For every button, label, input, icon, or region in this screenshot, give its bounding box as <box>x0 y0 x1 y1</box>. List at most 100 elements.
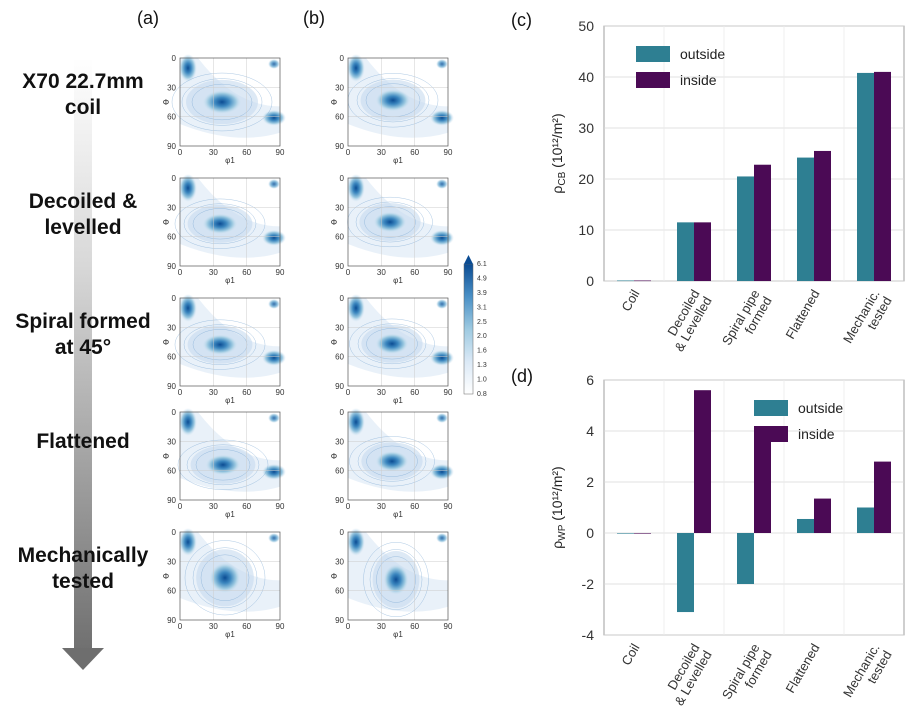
odf-x-axis-label: φ1 <box>393 630 403 639</box>
bar-outside <box>617 280 634 282</box>
stage-label: Decoiled & levelled <box>29 190 138 239</box>
odf-x-axis-label: φ1 <box>225 156 235 165</box>
colorbar-tick: 2.5 <box>477 319 487 326</box>
odf-x-axis-label: φ1 <box>225 510 235 519</box>
odf-x-tick: 0 <box>346 148 351 157</box>
odf-y-tick: 90 <box>167 496 176 505</box>
odf-y-tick: 0 <box>340 528 345 537</box>
bar-outside <box>677 222 694 281</box>
bar-inside <box>814 498 831 533</box>
stage-label: Mechanically tested <box>18 544 149 593</box>
odf-colorbar: 6.1 4.9 3.9 3.1 2.5 2.0 1.6 1.3 1.0 0.8 <box>463 255 487 398</box>
legend-swatch-inside <box>636 72 670 88</box>
bar-chart-rho-cb: 0 10 20 30 40 50 Coil Decoiled& Levelled Spiral … <box>549 18 905 355</box>
y-tick-label: 10 <box>578 222 594 238</box>
odf-x-tick: 60 <box>242 502 251 511</box>
odf-x-tick: 0 <box>346 622 351 631</box>
colorbar-tick: 2.0 <box>477 333 487 340</box>
legend-swatch-outside <box>636 46 670 62</box>
odf-x-tick: 90 <box>276 502 285 511</box>
bar-inside <box>754 164 771 281</box>
odf-x-tick: 30 <box>209 268 218 277</box>
y-axis-label: ρCB (10¹²/m²) <box>549 113 568 193</box>
odf-y-tick: 90 <box>335 142 344 151</box>
odf-y-tick: 90 <box>167 616 176 625</box>
bar-inside <box>694 390 711 533</box>
odf-y-tick: 0 <box>340 174 345 183</box>
odf-y-tick: 0 <box>172 174 177 183</box>
odf-x-axis-label: φ1 <box>393 510 403 519</box>
category-label: Flattened <box>783 287 823 341</box>
odf-y-tick: 0 <box>340 294 345 303</box>
y-tick-label: 30 <box>578 120 594 136</box>
odf-y-axis-label: Φ <box>163 572 169 581</box>
y-tick-label: 40 <box>578 69 594 85</box>
legend-label-outside: outside <box>798 400 843 416</box>
y-tick-label: 0 <box>586 525 594 541</box>
odf-x-tick: 90 <box>444 502 453 511</box>
colorbar-tick: 3.1 <box>477 304 487 311</box>
category-label: Flattened <box>783 641 823 695</box>
colorbar-tick: 0.8 <box>477 391 487 398</box>
odf-x-tick: 30 <box>209 148 218 157</box>
odf-y-axis-label: Φ <box>331 452 337 461</box>
bar-outside <box>797 518 814 533</box>
legend-swatch-outside <box>754 400 788 416</box>
odf-y-tick: 30 <box>335 83 344 92</box>
category-label: Spiral pipeformed <box>719 287 775 355</box>
colorbar-tick: 4.9 <box>477 275 487 282</box>
odf-x-tick: 60 <box>410 388 419 397</box>
odf-x-tick: 0 <box>346 502 351 511</box>
legend-swatch-inside <box>754 426 788 442</box>
odf-x-tick: 0 <box>346 388 351 397</box>
odf-y-tick: 0 <box>340 54 345 63</box>
y-tick-label: 50 <box>578 18 594 34</box>
odf-y-tick: 60 <box>167 353 176 362</box>
odf-x-tick: 60 <box>242 622 251 631</box>
odf-y-tick: 0 <box>172 294 177 303</box>
category-label: Decoiled& Levelled <box>659 641 714 708</box>
odf-x-axis-label: φ1 <box>225 396 235 405</box>
odf-x-axis-label: φ1 <box>393 276 403 285</box>
odf-x-tick: 30 <box>377 388 386 397</box>
bar-inside <box>634 280 651 282</box>
odf-y-tick: 30 <box>167 83 176 92</box>
bar-outside <box>857 507 874 533</box>
odf-y-axis-label: Φ <box>163 338 169 347</box>
stage-label: X70 22.7mm coil <box>22 70 143 119</box>
odf-y-tick: 60 <box>167 113 176 122</box>
y-tick-label: 6 <box>586 372 594 388</box>
odf-y-tick: 60 <box>335 353 344 362</box>
odf-y-tick: 60 <box>335 587 344 596</box>
odf-y-tick: 30 <box>167 323 176 332</box>
odf-y-tick: 30 <box>335 557 344 566</box>
y-tick-label: -2 <box>582 576 595 592</box>
odf-x-axis-label: φ1 <box>393 396 403 405</box>
bar-inside <box>754 437 771 533</box>
y-axis-label: ρWP (10¹²/m²) <box>549 466 568 548</box>
odf-x-tick: 90 <box>276 622 285 631</box>
y-tick-label: 2 <box>586 474 594 490</box>
odf-x-tick: 60 <box>410 148 419 157</box>
odf-x-tick: 30 <box>377 148 386 157</box>
odf-x-tick: 60 <box>242 148 251 157</box>
odf-x-tick: 60 <box>242 268 251 277</box>
colorbar-tick: 1.0 <box>477 377 487 384</box>
odf-x-tick: 60 <box>242 388 251 397</box>
odf-x-tick: 0 <box>346 268 351 277</box>
odf-x-tick: 90 <box>444 268 453 277</box>
colorbar-tick: 1.6 <box>477 348 487 355</box>
odf-y-tick: 60 <box>335 233 344 242</box>
legend-label-inside: inside <box>680 72 717 88</box>
y-tick-label: 20 <box>578 171 594 187</box>
odf-y-tick: 0 <box>172 528 177 537</box>
y-tick-label: 0 <box>586 273 594 289</box>
odf-y-tick: 30 <box>335 203 344 212</box>
odf-x-tick: 0 <box>178 502 183 511</box>
odf-x-tick: 30 <box>377 268 386 277</box>
